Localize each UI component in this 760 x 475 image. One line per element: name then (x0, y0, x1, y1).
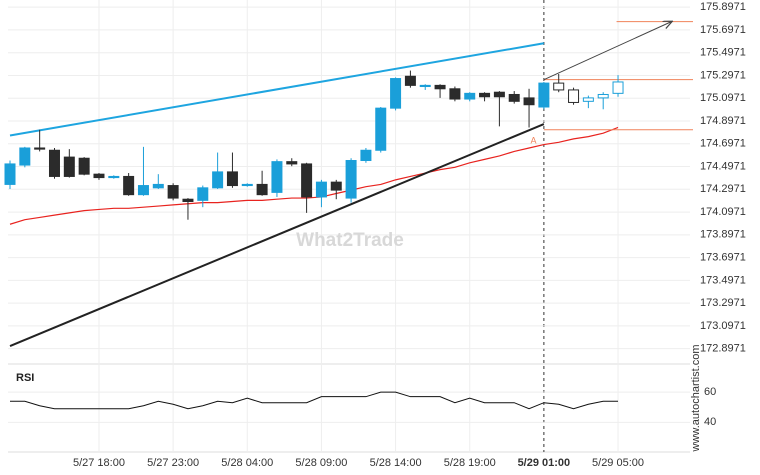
candle-body (597, 93, 609, 99)
x-tick-label: 5/28 04:00 (221, 457, 273, 469)
candle-body (271, 161, 283, 193)
candle-body (286, 161, 298, 165)
candle-body (523, 97, 535, 106)
y-tick-label: 174.0971 (700, 206, 746, 218)
candle-body (390, 78, 402, 109)
candle-body (345, 160, 357, 199)
y-tick-label: 174.8971 (700, 115, 746, 127)
y-tick-label: 174.2971 (700, 183, 746, 195)
x-tick-label: 5/27 18:00 (73, 457, 125, 469)
candle-body (182, 198, 194, 202)
watermark: What2Trade (296, 230, 404, 251)
candle-body (63, 156, 75, 177)
x-tick-label: 5/29 05:00 (592, 457, 644, 469)
rsi-line (10, 391, 619, 410)
y-tick-label: 175.8971 (700, 1, 746, 13)
candle-body (167, 185, 179, 199)
candle-body (553, 82, 565, 91)
x-tick-label: 5/28 14:00 (370, 457, 422, 469)
y-tick-label: 40 (704, 416, 716, 428)
candle-body (34, 147, 46, 150)
candle-body (582, 97, 594, 102)
y-tick-label: 175.0971 (700, 92, 746, 104)
candle-body (449, 88, 461, 100)
y-tick-label: 175.4971 (700, 47, 746, 59)
y-tick-label: 175.6971 (700, 24, 746, 36)
y-tick-label: 173.4971 (700, 274, 746, 286)
candle-body (212, 171, 224, 189)
x-tick-label: 5/29 01:00 (518, 457, 571, 469)
panel-title: RSI (16, 372, 34, 384)
y-tick-label: 174.6971 (700, 138, 746, 150)
source-label: www.autochartist.com (690, 345, 702, 453)
candle-body (493, 91, 505, 98)
candle-body (434, 84, 446, 90)
candle-body (226, 171, 238, 187)
trendline (9, 42, 545, 137)
candle-body (123, 175, 135, 196)
candle-body (612, 81, 624, 94)
y-tick-label: 173.0971 (700, 320, 746, 332)
y-tick-label: 173.8971 (700, 229, 746, 241)
candle-body (137, 185, 149, 196)
candle-body (330, 181, 342, 191)
candle-body (375, 107, 387, 151)
candle-body (108, 175, 120, 179)
candle-body (419, 84, 431, 88)
candle-body (152, 183, 164, 189)
candle-body (404, 75, 416, 86)
moving-average (9, 126, 619, 225)
candle-body (301, 163, 313, 198)
candle-body (315, 181, 327, 198)
y-tick-label: 175.2971 (700, 69, 746, 81)
candle-body (78, 157, 90, 175)
candle-body (48, 149, 60, 177)
candle-body (256, 183, 268, 196)
candle-body (508, 93, 520, 102)
annotation: A (530, 136, 536, 146)
candle-body (241, 183, 253, 187)
candle-body (4, 163, 16, 185)
x-tick-label: 5/28 09:00 (295, 457, 347, 469)
candle-body (538, 82, 550, 108)
x-tick-label: 5/27 23:00 (147, 457, 199, 469)
candle-body (19, 147, 31, 166)
y-tick-label: 173.2971 (700, 297, 746, 309)
candle-body (197, 187, 209, 201)
y-tick-label: 60 (704, 386, 716, 398)
trendline (543, 22, 672, 81)
candle-body (464, 92, 476, 100)
candle-body (479, 92, 491, 98)
candle-body (93, 173, 105, 179)
candle-body (568, 89, 580, 103)
y-tick-label: 173.6971 (700, 252, 746, 264)
x-tick-label: 5/28 19:00 (444, 457, 496, 469)
y-tick-label: 172.8971 (700, 343, 746, 355)
trendline (9, 123, 545, 347)
y-tick-label: 174.4971 (700, 160, 746, 172)
candle-body (360, 149, 372, 162)
